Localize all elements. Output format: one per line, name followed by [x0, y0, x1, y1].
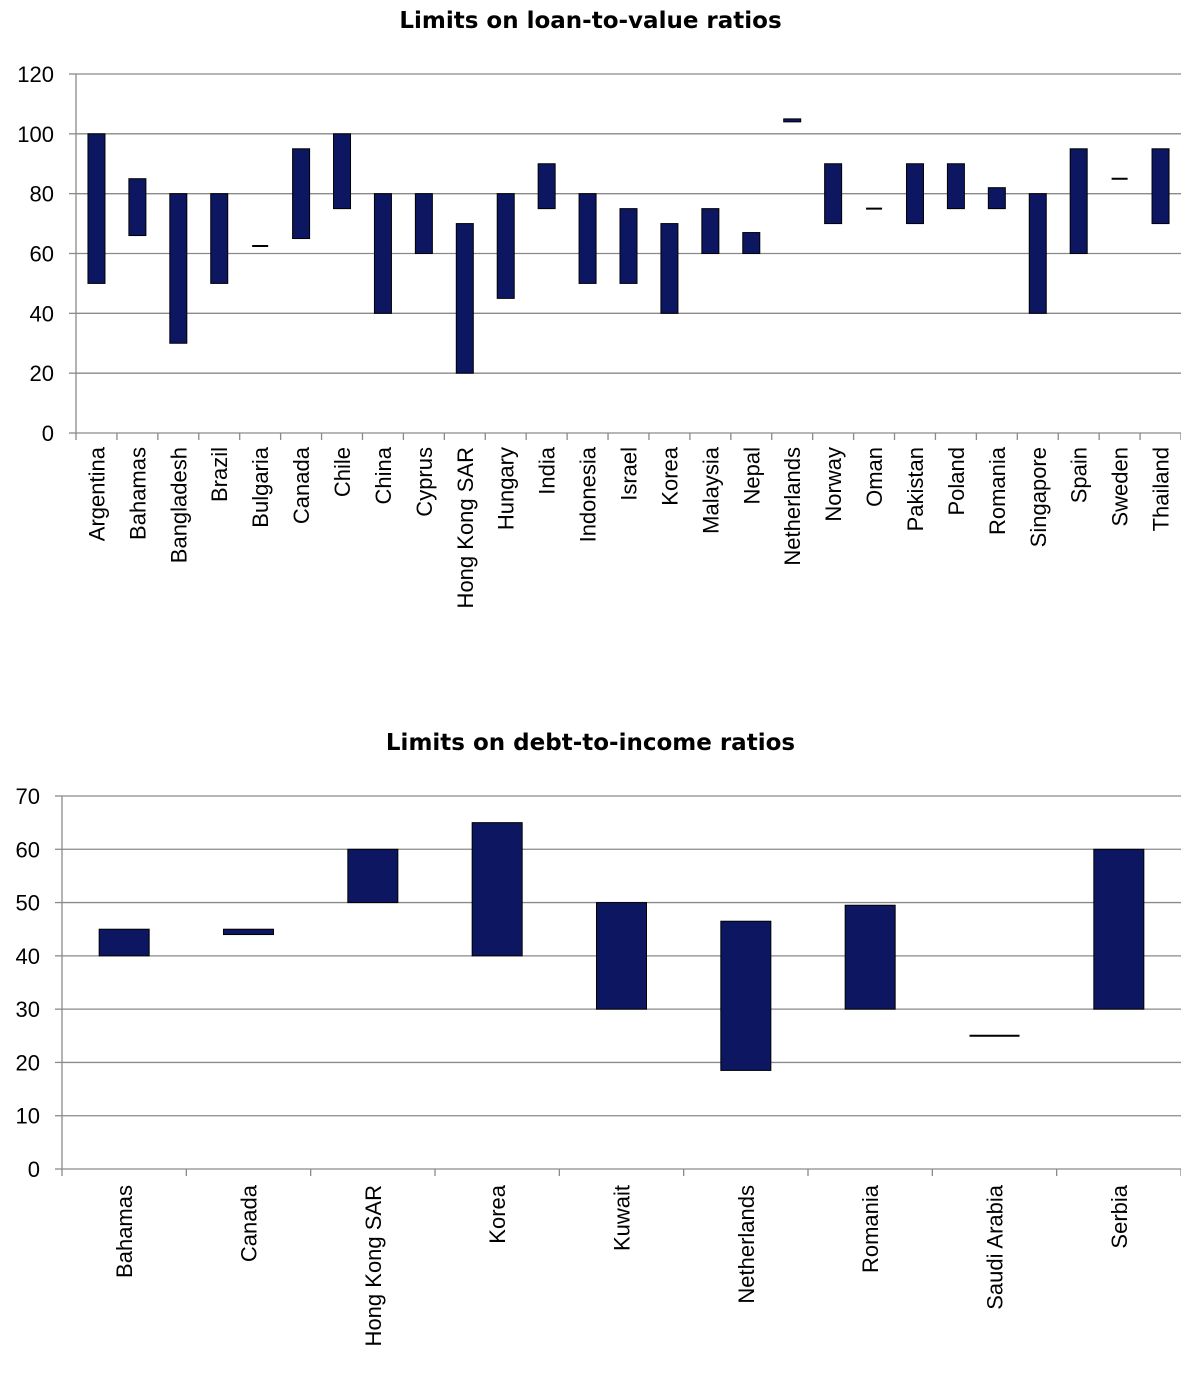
- ltv-category-label: Sweden: [1108, 447, 1133, 527]
- dti-bar: [347, 848, 399, 904]
- ltv-category-label: Thailand: [1149, 447, 1174, 531]
- ltv-bar: [210, 193, 229, 284]
- ltv-chart-title: Limits on loan-to-value ratios: [399, 8, 782, 34]
- ltv-y-tick-label: 40: [30, 301, 54, 326]
- dti-bar: [596, 902, 647, 1010]
- ltv-bar: [128, 178, 147, 237]
- ltv-category-label: Cyprus: [412, 447, 437, 517]
- ltv-bar: [169, 193, 188, 344]
- dti-y-tick-label: 60: [16, 837, 40, 862]
- dti-bar: [844, 904, 896, 1010]
- ltv-bar: [905, 163, 924, 225]
- ltv-category-label: Hong Kong SAR: [453, 447, 478, 608]
- ltv-bar: [414, 193, 433, 255]
- dti-category-label: Romania: [858, 1184, 883, 1273]
- dti-chart-title: Limits on debt-to-income ratios: [385, 730, 796, 756]
- dti-y-tick-label: 40: [16, 944, 40, 969]
- dti-y-tick-label: 30: [16, 997, 40, 1022]
- dti-y-tick-label: 70: [16, 784, 40, 809]
- ltv-category-label: Romania: [985, 446, 1010, 535]
- ltv-category-label: China: [371, 446, 396, 504]
- ltv-bar: [333, 133, 352, 210]
- ltv-category-label: Indonesia: [576, 446, 601, 542]
- ltv-category-label: Oman: [862, 447, 887, 507]
- ltv-category-label: Korea: [657, 446, 682, 505]
- dti-y-tick-label: 10: [16, 1104, 40, 1129]
- dti-category-label: Kuwait: [610, 1185, 635, 1251]
- dti-category-label: Korea: [485, 1184, 510, 1243]
- dti-y-tick-label: 20: [16, 1050, 40, 1075]
- ltv-category-label: Poland: [944, 447, 969, 516]
- ltv-y-tick-label: 20: [30, 361, 54, 386]
- dti-category-label: Serbia: [1107, 1184, 1132, 1248]
- dti-bar: [471, 822, 523, 957]
- ltv-category-label: Canada: [289, 446, 314, 524]
- ltv-bar: [455, 223, 474, 374]
- ltv-bar: [373, 193, 392, 314]
- ltv-category-label: Norway: [821, 447, 846, 522]
- dti-bar: [1093, 848, 1145, 1010]
- ltv-bar: [1069, 148, 1088, 255]
- ltv-bar: [1028, 193, 1047, 314]
- ltv-chart: 0 20 40 60 80 100 120 Argentina Bahamas Banglades…: [17, 62, 1181, 608]
- ltv-category-label: Netherlands: [780, 447, 805, 566]
- ltv-y-tick-label: 100: [17, 122, 54, 147]
- ltv-category-label: Spain: [1067, 447, 1092, 503]
- ltv-category-label: Nepal: [739, 447, 764, 504]
- dti-category-label: Bahamas: [112, 1185, 137, 1278]
- dti-category-label: Hong Kong SAR: [361, 1185, 386, 1346]
- dti-bar: [223, 928, 274, 936]
- ltv-bar: [1151, 148, 1170, 225]
- ltv-category-label: Brazil: [207, 447, 232, 502]
- ltv-bar: [292, 148, 311, 240]
- ltv-bar: [742, 232, 761, 254]
- ltv-bar: [783, 118, 802, 123]
- ltv-category-label: Malaysia: [698, 446, 723, 534]
- ltv-category-label: India: [535, 446, 560, 494]
- ltv-bar: [537, 163, 556, 210]
- ltv-category-label: Hungary: [494, 447, 519, 530]
- ltv-y-tick-label: 120: [17, 62, 54, 87]
- ltv-y-tick-label: 60: [30, 242, 54, 267]
- ltv-category-label: Chile: [330, 447, 355, 497]
- ltv-bar: [660, 223, 679, 314]
- ltv-category-label: Singapore: [1026, 447, 1051, 547]
- ltv-category-label: Pakistan: [903, 447, 928, 531]
- ltv-bar: [946, 163, 965, 210]
- ltv-bar: [824, 163, 843, 225]
- ltv-bar: [496, 193, 515, 299]
- ltv-bar: [701, 208, 720, 254]
- ltv-y-tick-label: 0: [42, 421, 54, 446]
- ltv-category-label: Bangladesh: [166, 447, 191, 563]
- ltv-category-label: Israel: [617, 447, 642, 501]
- ltv-bar: [578, 193, 597, 284]
- ltv-bar: [987, 187, 1006, 210]
- ltv-category-label: Bahamas: [125, 447, 150, 540]
- ltv-y-tick-label: 80: [30, 182, 54, 207]
- dti-bar: [98, 928, 150, 957]
- dti-category-label: Saudi Arabia: [983, 1184, 1008, 1310]
- dti-category-label: Netherlands: [734, 1185, 759, 1304]
- ltv-category-label: Bulgaria: [248, 446, 273, 527]
- dti-bar: [720, 920, 772, 1071]
- dti-y-tick-label: 0: [28, 1157, 40, 1182]
- ltv-category-label: Argentina: [84, 446, 109, 541]
- dti-category-label: Canada: [237, 1184, 262, 1262]
- ltv-bar: [619, 208, 638, 284]
- ltv-bar: [87, 133, 106, 284]
- dti-y-tick-label: 50: [16, 891, 40, 916]
